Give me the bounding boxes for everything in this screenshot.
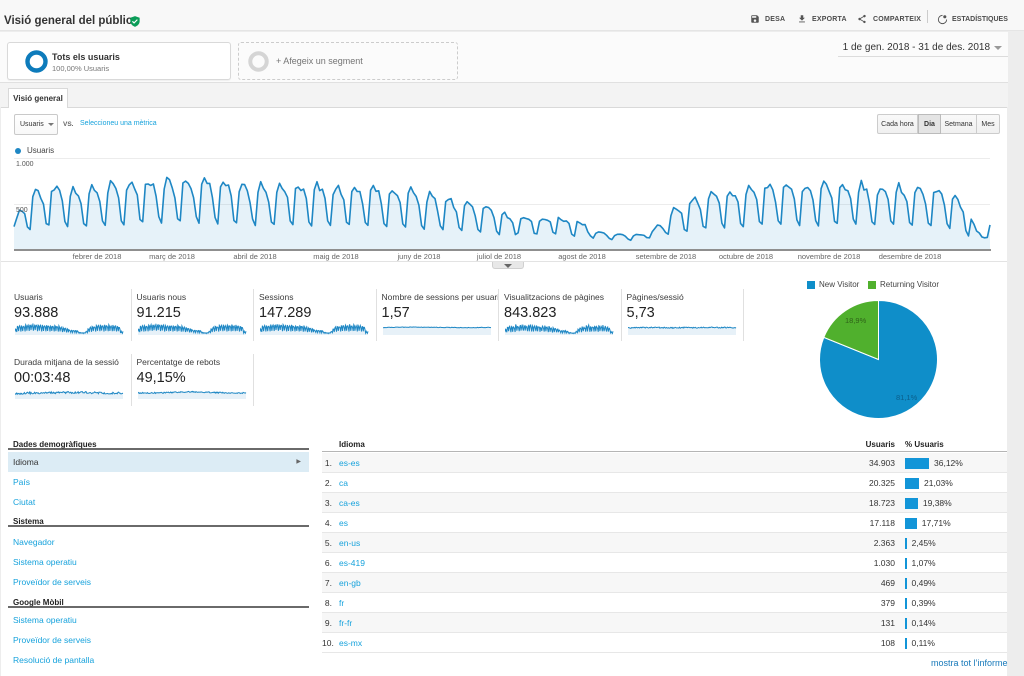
svg-text:81,1%: 81,1%	[896, 393, 918, 402]
svg-text:18,9%: 18,9%	[845, 316, 867, 325]
